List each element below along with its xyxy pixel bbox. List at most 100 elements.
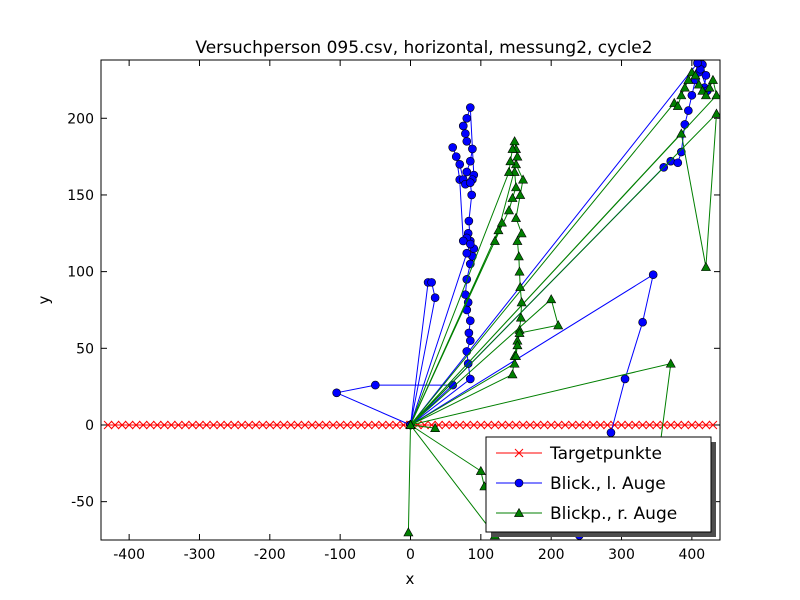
data-point: [195, 420, 204, 430]
data-point: [469, 420, 479, 430]
data-point: [441, 420, 451, 430]
data-point: [272, 420, 282, 430]
y-tick-label: -50: [71, 495, 94, 511]
data-point: [332, 388, 341, 398]
data-point: [665, 358, 676, 368]
data-point: [489, 235, 500, 245]
data-point: [468, 144, 477, 154]
data-point: [110, 420, 120, 430]
plot-area: [103, 60, 720, 540]
data-point: [465, 336, 475, 345]
data-point: [504, 420, 514, 430]
tick-layer: -400 -300 -200 -100 0 100 200 300 400 -50 0 50 100 15…: [67, 60, 720, 563]
data-point: [237, 420, 247, 430]
data-point: [638, 420, 647, 430]
data-point: [405, 419, 416, 429]
legend-label: Blickp., r. Auge: [550, 504, 677, 524]
data-point: [427, 278, 436, 287]
data-point: [458, 121, 468, 131]
data-point: [462, 248, 472, 258]
data-point: [497, 420, 507, 430]
data-point: [507, 369, 518, 379]
data-point: [464, 328, 474, 338]
data-point: [462, 420, 472, 430]
y-axis-label: y: [35, 295, 53, 304]
data-point: [624, 420, 633, 430]
data-point: [546, 420, 556, 430]
data-point: [385, 420, 394, 430]
data-point: [455, 159, 465, 169]
data-point: [666, 420, 676, 430]
x-tick-label: 400: [678, 547, 705, 563]
data-point: [515, 189, 526, 199]
data-point: [430, 422, 441, 432]
data-point: [680, 120, 690, 129]
data-point: [638, 317, 647, 327]
data-point: [511, 420, 521, 430]
data-point: [448, 380, 458, 390]
data-point: [103, 420, 113, 430]
data-point: [511, 182, 522, 192]
data-point: [209, 420, 218, 430]
data-point: [515, 281, 526, 291]
data-point: [145, 420, 155, 430]
data-point: [701, 420, 711, 430]
data-point: [676, 90, 687, 100]
data-point: [680, 420, 690, 430]
data-point: [356, 420, 366, 430]
data-point: [131, 420, 141, 430]
data-point: [707, 74, 718, 84]
data-point: [403, 527, 414, 537]
plot-frame: [100, 59, 721, 541]
data-point: [704, 82, 715, 92]
data-point: [124, 420, 134, 430]
data-point: [251, 420, 261, 430]
legend-marker: [514, 478, 524, 488]
data-point: [465, 178, 475, 187]
data-point: [516, 228, 527, 238]
data-point: [138, 420, 148, 430]
data-point: [512, 235, 523, 245]
data-point: [659, 420, 669, 430]
data-point: [159, 420, 169, 430]
data-point: [606, 428, 616, 437]
data-point: [462, 113, 472, 123]
data-point: [279, 420, 289, 430]
x-tick-label: -300: [184, 547, 216, 563]
data-point: [567, 420, 577, 430]
legend-label: Blick., l. Auge: [550, 474, 666, 494]
data-point: [553, 320, 564, 330]
data-point: [645, 420, 655, 430]
data-point: [286, 420, 296, 430]
data-point: [465, 374, 475, 384]
data-point: [230, 420, 240, 430]
data-point: [511, 212, 522, 222]
data-point: [174, 420, 183, 430]
legend-marker: [514, 448, 524, 458]
data-point: [648, 270, 658, 279]
chart-title: Versuchperson 095.csv, horizontal, messu…: [195, 38, 652, 58]
data-point: [216, 420, 225, 430]
data-point: [490, 420, 500, 430]
data-point: [166, 420, 176, 430]
data-point: [676, 128, 687, 138]
data-point: [399, 420, 408, 430]
data-point: [672, 100, 683, 110]
data-point: [117, 420, 127, 430]
data-point: [465, 103, 475, 112]
data-point: [244, 420, 254, 430]
data-point: [342, 420, 352, 430]
data-point: [514, 327, 525, 337]
data-point: [631, 420, 640, 430]
data-point: [335, 420, 345, 430]
data-point: [518, 174, 529, 184]
data-point: [697, 85, 708, 95]
x-tick-label: 300: [608, 547, 635, 563]
data-point: [512, 151, 523, 161]
data-point: [513, 251, 524, 261]
x-tick-label: 0: [406, 547, 415, 563]
data-point: [525, 420, 535, 430]
data-point: [505, 156, 516, 166]
y-tick-label: 0: [85, 418, 94, 434]
x-tick-label: -100: [324, 547, 356, 563]
